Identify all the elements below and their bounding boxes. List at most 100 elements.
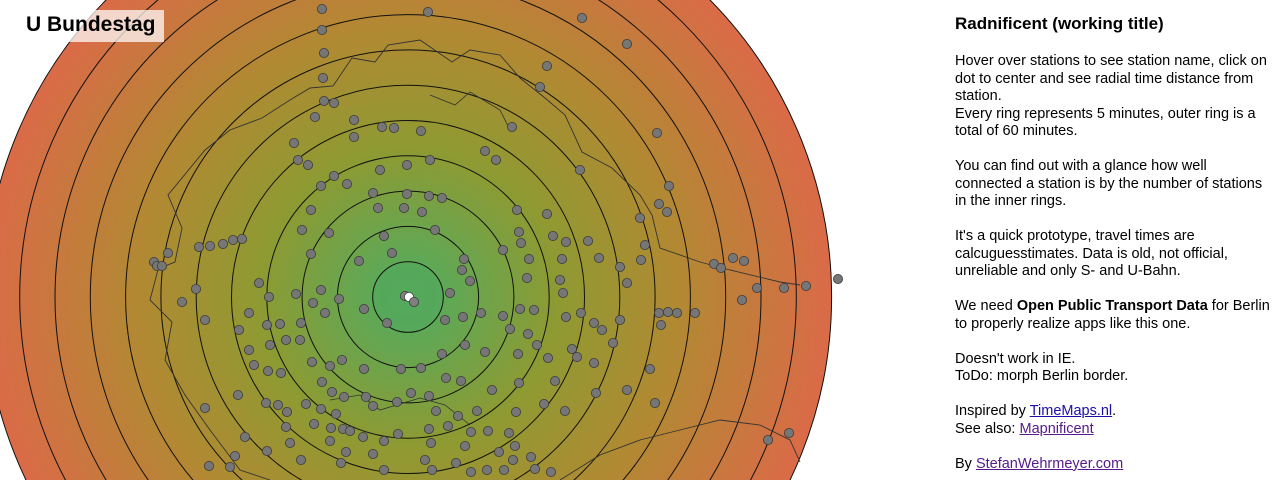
station-dot[interactable] [577, 12, 588, 23]
station-dot[interactable] [324, 435, 335, 446]
station-dot[interactable] [542, 61, 553, 72]
station-dot[interactable] [522, 272, 533, 283]
station-dot[interactable] [450, 457, 461, 468]
station-dot[interactable] [233, 324, 244, 335]
station-dot[interactable] [635, 212, 646, 223]
station-dot[interactable] [248, 359, 259, 370]
station-dot[interactable] [415, 362, 426, 373]
station-dot[interactable] [672, 307, 683, 318]
station-dot[interactable] [204, 240, 215, 251]
station-dot[interactable] [353, 255, 364, 266]
station-dot[interactable] [471, 405, 482, 416]
station-dot[interactable] [328, 98, 339, 109]
station-dot[interactable] [589, 317, 600, 328]
station-dot[interactable] [548, 230, 559, 241]
station-dot[interactable] [752, 282, 763, 293]
station-dot[interactable] [575, 164, 586, 175]
station-dot[interactable] [513, 348, 524, 359]
station-dot[interactable] [524, 253, 535, 264]
station-dot[interactable] [419, 454, 430, 465]
station-dot[interactable] [280, 334, 291, 345]
station-dot[interactable] [227, 234, 238, 245]
station-dot[interactable] [514, 226, 525, 237]
station-dot[interactable] [516, 237, 527, 248]
station-dot[interactable] [295, 454, 306, 465]
station-dot[interactable] [367, 187, 378, 198]
station-dot[interactable] [664, 180, 675, 191]
station-dot[interactable] [280, 421, 291, 432]
station-dot[interactable] [526, 451, 537, 462]
station-dot[interactable] [239, 431, 250, 442]
station-dot[interactable] [558, 287, 569, 298]
station-dot[interactable] [275, 367, 286, 378]
station-dot[interactable] [539, 398, 550, 409]
station-dot[interactable] [378, 464, 389, 475]
station-dot[interactable] [475, 307, 486, 318]
station-dot[interactable] [583, 235, 594, 246]
station-dot[interactable] [503, 427, 514, 438]
station-dot[interactable] [493, 446, 504, 457]
station-dot[interactable] [272, 399, 283, 410]
station-dot[interactable] [262, 365, 273, 376]
station-dot[interactable] [367, 448, 378, 459]
station-dot[interactable] [243, 344, 254, 355]
station-dot[interactable] [690, 307, 701, 318]
station-dot[interactable] [374, 164, 385, 175]
station-dot[interactable] [318, 48, 329, 59]
mapnificent-link[interactable]: Mapnificent [1019, 420, 1094, 437]
station-dot[interactable] [317, 73, 328, 84]
station-dot[interactable] [217, 238, 228, 249]
station-dot[interactable] [514, 377, 525, 388]
station-dot[interactable] [423, 423, 434, 434]
station-dot[interactable] [224, 461, 235, 472]
station-dot[interactable] [650, 397, 661, 408]
station-dot[interactable] [284, 437, 295, 448]
station-dot[interactable] [512, 204, 523, 215]
station-dot[interactable] [498, 464, 509, 475]
station-dot[interactable] [425, 437, 436, 448]
station-dot[interactable] [319, 307, 330, 318]
station-dot[interactable] [307, 297, 318, 308]
station-dot[interactable] [456, 264, 467, 275]
station-dot[interactable] [408, 296, 419, 307]
station-dot[interactable] [597, 324, 608, 335]
station-dot[interactable] [497, 244, 508, 255]
station-dot[interactable] [429, 224, 440, 235]
station-dot[interactable] [608, 337, 619, 348]
station-dot[interactable] [199, 314, 210, 325]
station-dot[interactable] [281, 406, 292, 417]
station-dot[interactable] [763, 434, 774, 445]
station-dot[interactable] [482, 425, 493, 436]
station-dot[interactable] [486, 384, 497, 395]
station-dot[interactable] [436, 192, 447, 203]
station-dot[interactable] [465, 466, 476, 477]
station-dot[interactable] [274, 318, 285, 329]
station-dot[interactable] [444, 287, 455, 298]
station-dot[interactable] [316, 4, 327, 14]
station-dot[interactable] [391, 396, 402, 407]
station-dot[interactable] [315, 284, 326, 295]
station-dot[interactable] [341, 178, 352, 189]
station-dot[interactable] [358, 303, 369, 314]
station-dot[interactable] [372, 202, 383, 213]
station-dot[interactable] [336, 354, 347, 365]
station-dot[interactable] [542, 208, 553, 219]
station-dot[interactable] [652, 127, 663, 138]
station-dot[interactable] [162, 247, 173, 258]
station-dot[interactable] [253, 277, 264, 288]
author-link[interactable]: StefanWehrmeyer.com [975, 455, 1124, 472]
station-dot[interactable] [315, 403, 326, 414]
station-dot[interactable] [465, 426, 476, 437]
station-dot[interactable] [594, 252, 605, 263]
station-dot[interactable] [376, 122, 387, 133]
station-dot[interactable] [261, 319, 272, 330]
station-dot[interactable] [833, 273, 844, 284]
station-dot[interactable] [424, 154, 435, 165]
station-dot[interactable] [615, 261, 626, 272]
station-dot[interactable] [378, 230, 389, 241]
station-dot[interactable] [381, 317, 392, 328]
station-dot[interactable] [388, 123, 399, 134]
station-dot[interactable] [436, 348, 447, 359]
station-dot[interactable] [315, 180, 326, 191]
station-dot[interactable] [306, 356, 317, 367]
